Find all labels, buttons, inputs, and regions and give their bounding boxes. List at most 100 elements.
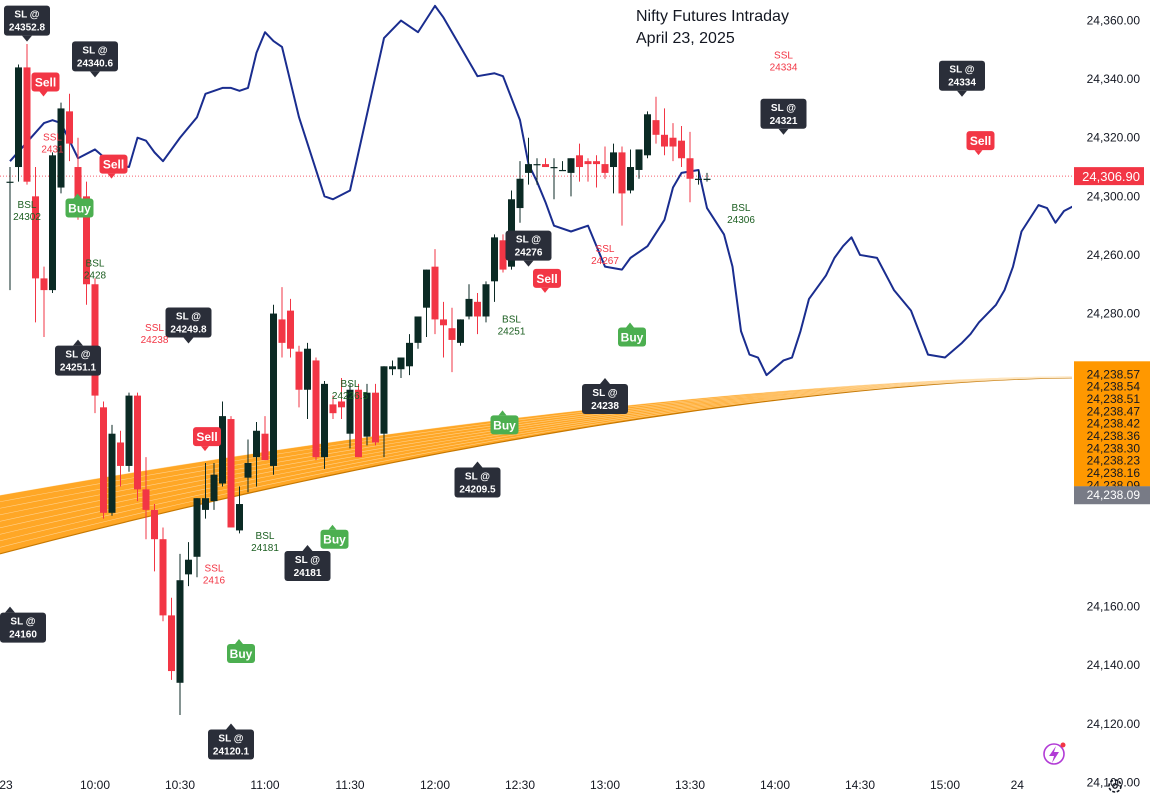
signal-pointer [328, 524, 337, 530]
candle [236, 486, 243, 534]
stop-loss-tag-box [165, 307, 212, 338]
candle [695, 169, 702, 185]
stop-loss-tag-box [55, 345, 101, 376]
ssl-label: SSL [145, 323, 164, 334]
ribbon-last-value-box [1074, 486, 1150, 505]
candle [134, 392, 141, 502]
candle-body [219, 416, 226, 484]
stop-loss-tag: SL @ 24352.8 [4, 5, 50, 42]
bsl-label: BSL [732, 203, 751, 214]
sell-signal-label: Sell [103, 158, 124, 172]
stop-loss-tag-pointer [600, 378, 610, 385]
candle [448, 307, 456, 373]
candle [57, 102, 65, 194]
candle [678, 126, 685, 168]
bsl-label: BSL [341, 379, 360, 390]
candle [363, 383, 371, 446]
candle [202, 463, 209, 519]
ribbon-value-label: 24,238.23 [1087, 454, 1141, 468]
buy-signal-label: Buy [68, 202, 91, 216]
stop-loss-tag: SL @ 24181 [284, 545, 331, 582]
stop-loss-tag-label: SL @ [218, 734, 243, 745]
stop-loss-tag-value: 24238 [591, 401, 619, 412]
candle-body [661, 134, 668, 147]
time-tick-label: 14:30 [845, 778, 875, 792]
ribbon-value-panel [1074, 361, 1150, 487]
candle-body [431, 266, 439, 320]
candle-body [618, 152, 626, 194]
ribbon-line [0, 377, 1073, 555]
notification-dot [1060, 742, 1066, 748]
candle [550, 158, 558, 200]
lightning-icon[interactable] [1043, 742, 1066, 765]
candle [627, 149, 634, 194]
candle-body [669, 137, 677, 147]
time-tick-label: 12:30 [505, 778, 535, 792]
candle [372, 383, 379, 446]
stop-loss-tag: SL @ 24276 [505, 230, 552, 267]
candle [567, 158, 575, 197]
candle [652, 96, 660, 144]
sell-signal-label: Sell [196, 430, 217, 444]
candle [304, 342, 311, 420]
gear-icon[interactable] [1108, 779, 1122, 793]
candle-body [440, 319, 447, 326]
candle [49, 152, 56, 294]
candle-body [236, 504, 243, 531]
candle-body [142, 489, 150, 510]
candle [533, 158, 541, 185]
candle [610, 143, 617, 194]
bsl-label: BSL [502, 314, 521, 325]
bsl-value: 24251 [498, 326, 526, 337]
time-tick-label: 11:30 [335, 778, 364, 792]
ribbon-line [0, 376, 1073, 496]
candle-body [406, 342, 413, 367]
ribbon-value-label: 24,238.42 [1087, 417, 1141, 431]
price-axis[interactable]: 24,100.00 24,120.00 24,140.00 24,160.00 24,2… [1072, 0, 1150, 800]
buy-signal-label: Buy [621, 330, 644, 344]
signal-pointer [201, 446, 209, 452]
candle-body [542, 164, 549, 168]
stop-loss-tag-box [505, 230, 552, 261]
candle [287, 298, 294, 358]
candle [142, 457, 150, 540]
signal-pointer [626, 322, 634, 328]
stop-loss-tag: SL @ 24120.1 [208, 723, 254, 760]
candle [346, 383, 354, 449]
stop-loss-tag-box [72, 41, 118, 72]
stop-loss-tag-pointer [302, 545, 313, 552]
candle-body [117, 442, 124, 466]
sell-signal: Sell [193, 427, 221, 452]
buy-signal: Buy [490, 410, 519, 435]
signal-annotations: SL @ 24352.8 SL @ 24340.6 SL @ 24251.1 SL @ 242… [0, 5, 995, 760]
ssl-value: 24334 [770, 63, 798, 74]
ssl-label: SSL [774, 51, 793, 62]
stop-loss-tag-pointer [73, 339, 83, 346]
candle-body [372, 392, 379, 443]
signal-pointer [73, 193, 82, 199]
buy-signal-label: Buy [230, 647, 253, 661]
time-tick-label: 11:00 [250, 778, 279, 792]
candle-body [321, 383, 328, 458]
buy-signal: Buy [320, 524, 349, 549]
stop-loss-tag-pointer [183, 337, 194, 344]
candle-body [202, 498, 209, 510]
ribbon-line [0, 377, 1073, 548]
stop-loss-tag-pointer [472, 461, 483, 468]
candle-body [40, 278, 48, 291]
candle [270, 304, 277, 475]
candle [15, 64, 22, 182]
candle-body [295, 351, 303, 390]
time-axis[interactable]: 23 10:00 10:30 11:00 11:30 12:00 12:30 13:00 13:… [0, 778, 1024, 792]
ribbon-line [0, 376, 1073, 503]
candle-body [397, 357, 405, 370]
candle-body [6, 181, 14, 183]
candle-body [329, 404, 337, 414]
candle [321, 380, 328, 469]
